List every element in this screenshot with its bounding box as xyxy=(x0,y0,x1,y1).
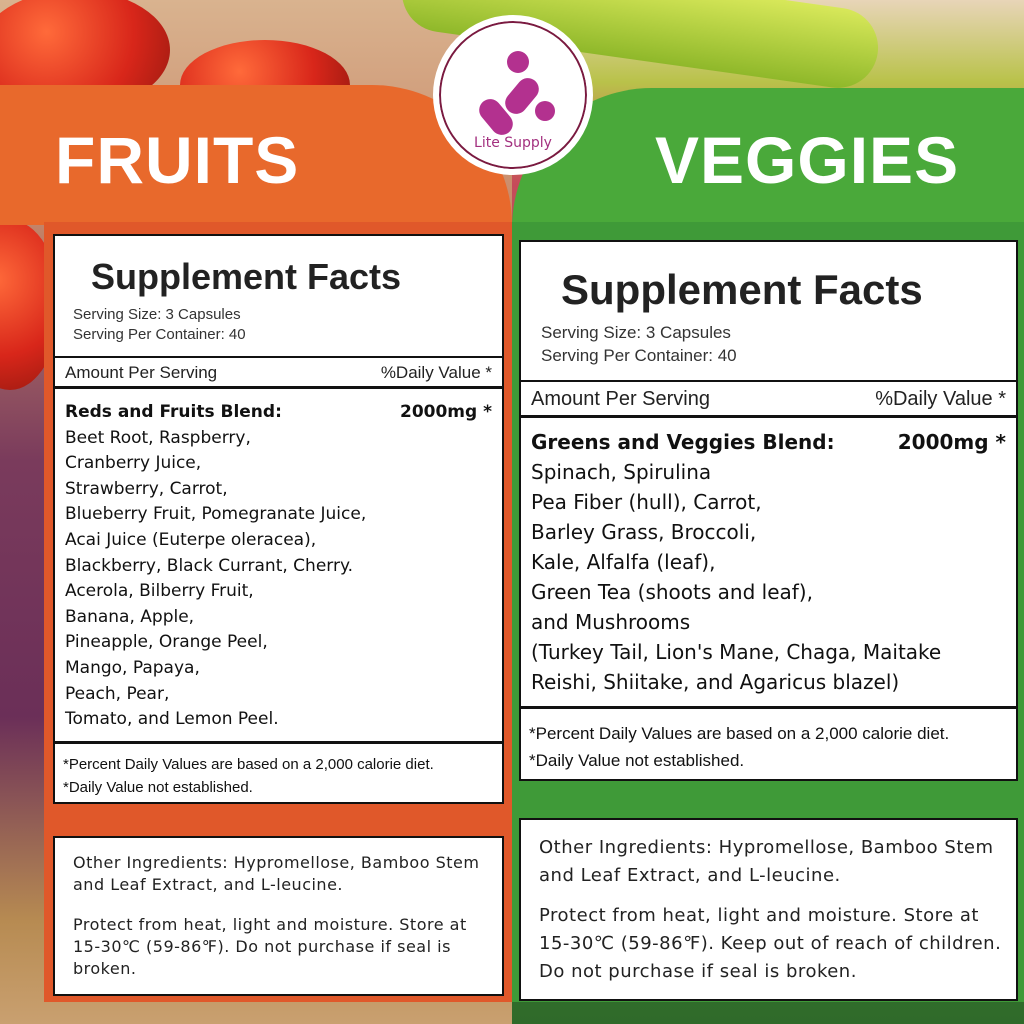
ingredient-line: Spinach, Spirulina xyxy=(531,460,712,484)
divider xyxy=(521,706,1016,709)
blend-name: Reds and Fruits Blend: xyxy=(65,402,282,422)
ingredient-line: Blueberry Fruit, Pomegranate Juice, xyxy=(65,504,367,525)
lite-supply-logo: Lite Supply xyxy=(433,15,593,175)
logo-dot-icon xyxy=(535,101,555,121)
ingredient-line: Pea Fiber (hull), Carrot, xyxy=(531,490,762,514)
ingredient-line: Green Tea (shoots and leaf), xyxy=(531,580,813,604)
dv-label: %Daily Value * xyxy=(875,388,1006,410)
divider xyxy=(521,415,1016,418)
ingredient-line: Acai Juice (Euterpe oleracea), xyxy=(65,529,317,550)
divider xyxy=(55,356,502,358)
ingredient-line: Mango, Papaya, xyxy=(65,657,200,678)
storage-warning: Protect from heat, light and moisture. S… xyxy=(73,915,467,978)
fruits-supplement-facts: Supplement Facts Serving Size: 3 Capsule… xyxy=(53,234,504,804)
ingredient-line: Pineapple, Orange Peel, xyxy=(65,632,268,653)
amount-label: Amount Per Serving xyxy=(531,388,710,410)
ingredient-line: Reishi, Shiitake, and Agaricus blazel) xyxy=(531,670,900,694)
veggies-title: VEGGIES xyxy=(655,123,960,197)
divider xyxy=(521,380,1016,382)
serving-size: Serving Size: 3 Capsules xyxy=(541,323,731,342)
fruits-title: FRUITS xyxy=(55,123,300,197)
blend-name: Greens and Veggies Blend: xyxy=(531,430,835,454)
amount-header-row: Amount Per Serving %Daily Value * xyxy=(531,388,1006,411)
ingredient-line: Acerola, Bilberry Fruit, xyxy=(65,581,254,602)
ingredient-line: Kale, Alfalfa (leaf), xyxy=(531,550,716,574)
other-ingredients: Other Ingredients: Hypromellose, Bamboo … xyxy=(73,853,480,894)
fruits-other-ingredients: Other Ingredients: Hypromellose, Bamboo … xyxy=(53,836,504,996)
amount-header-row: Amount Per Serving %Daily Value * xyxy=(65,363,492,383)
ingredient-line: Cranberry Juice, xyxy=(65,453,202,474)
footnote: *Daily Value not established. xyxy=(63,779,253,796)
footnote: *Percent Daily Values are based on a 2,0… xyxy=(529,724,950,743)
veggies-other-ingredients: Other Ingredients: Hypromellose, Bamboo … xyxy=(519,818,1018,1001)
logo-dot-icon xyxy=(507,51,529,73)
ingredient-line: Banana, Apple, xyxy=(65,606,195,627)
other-ingredients: Other Ingredients: Hypromellose, Bamboo … xyxy=(539,837,994,886)
blend-amount: 2000mg * xyxy=(399,402,492,422)
fruits-ingredients: Reds and Fruits Blend: 2000mg * Beet Root… xyxy=(65,400,492,733)
ingredient-line: Tomato, and Lemon Peel. xyxy=(65,709,279,730)
ingredient-line: Blackberry, Black Currant, Cherry. xyxy=(65,555,354,576)
blend-row: Reds and Fruits Blend: 2000mg * xyxy=(65,400,492,426)
veggies-ingredients: Greens and Veggies Blend: 2000mg * Spinac… xyxy=(531,427,1006,697)
ingredient-line: and Mushrooms xyxy=(531,610,691,634)
veggies-banner xyxy=(512,88,1024,228)
fruits-banner xyxy=(0,85,512,225)
ingredient-line: (Turkey Tail, Lion's Mane, Chaga, Maitak… xyxy=(531,640,942,664)
facts-title: Supplement Facts xyxy=(561,266,923,313)
divider xyxy=(55,741,502,744)
ingredient-line: Beet Root, Raspberry, xyxy=(65,427,251,448)
serving-size: Serving Size: 3 Capsules xyxy=(73,306,241,323)
ingredient-line: Barley Grass, Broccoli, xyxy=(531,520,757,544)
blend-row: Greens and Veggies Blend: 2000mg * xyxy=(531,427,1006,457)
ingredient-line: Strawberry, Carrot, xyxy=(65,478,228,499)
ingredient-line: Peach, Pear, xyxy=(65,683,170,704)
divider xyxy=(55,386,502,389)
veggies-supplement-facts: Supplement Facts Serving Size: 3 Capsule… xyxy=(519,240,1018,781)
amount-label: Amount Per Serving xyxy=(65,363,218,382)
footnotes: *Percent Daily Values are based on a 2,0… xyxy=(63,753,496,799)
facts-title: Supplement Facts xyxy=(91,256,402,297)
servings-per-container: Serving Per Container: 40 xyxy=(73,326,246,343)
dv-label: %Daily Value * xyxy=(380,363,492,382)
footnote: *Daily Value not established. xyxy=(529,751,745,770)
footnote: *Percent Daily Values are based on a 2,0… xyxy=(63,756,434,773)
storage-warning: Protect from heat, light and moisture. S… xyxy=(539,905,1002,982)
logo-text: Lite Supply xyxy=(474,135,552,151)
servings-per-container: Serving Per Container: 40 xyxy=(541,346,737,365)
blend-amount: 2000mg * xyxy=(897,430,1006,454)
footnotes: *Percent Daily Values are based on a 2,0… xyxy=(529,720,1010,774)
